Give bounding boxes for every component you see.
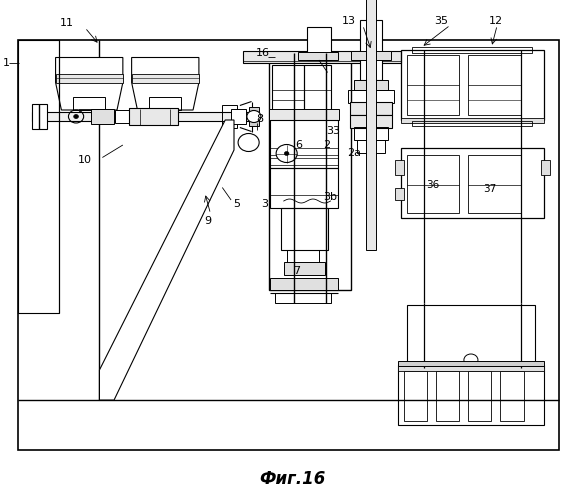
Bar (284, 262, 325, 275)
Circle shape (276, 144, 297, 162)
Bar (298, 52, 338, 60)
Bar (500, 371, 524, 421)
Text: 16: 16 (256, 48, 270, 58)
Bar (304, 65, 331, 110)
Text: 7: 7 (293, 266, 300, 276)
Bar (401, 118, 544, 122)
Polygon shape (56, 58, 123, 110)
Bar (360, 20, 382, 80)
Bar (307, 28, 331, 60)
Bar (270, 158, 338, 165)
Bar (222, 106, 237, 128)
Bar (351, 51, 391, 60)
Text: 3b: 3b (324, 192, 338, 202)
Bar (395, 188, 404, 200)
Text: 2: 2 (323, 140, 330, 150)
Bar (287, 250, 319, 262)
Circle shape (464, 354, 478, 366)
Text: Фиг.16: Фиг.16 (259, 470, 326, 488)
Bar (357, 140, 385, 152)
Bar (115, 110, 129, 122)
Bar (56, 74, 123, 82)
Bar (270, 278, 338, 290)
Bar (270, 148, 338, 155)
Text: 37: 37 (484, 184, 497, 194)
Text: 3: 3 (261, 199, 269, 209)
Bar (436, 371, 459, 421)
Bar (407, 55, 459, 115)
Text: 12: 12 (489, 16, 503, 26)
Polygon shape (99, 120, 234, 400)
Text: 13: 13 (342, 16, 356, 26)
Bar (18, 40, 559, 450)
Bar (395, 160, 404, 175)
Text: 10: 10 (78, 155, 92, 165)
Bar (243, 52, 401, 62)
Bar (366, 0, 376, 250)
Circle shape (247, 110, 261, 122)
Circle shape (238, 134, 259, 152)
Bar (401, 50, 544, 120)
Bar (468, 371, 491, 421)
Bar (354, 128, 388, 140)
Bar (129, 108, 178, 124)
Bar (407, 305, 535, 365)
Bar (412, 48, 532, 52)
Bar (407, 155, 459, 212)
Bar (73, 98, 105, 110)
Bar (401, 148, 544, 218)
Bar (132, 74, 199, 82)
Text: 6: 6 (295, 140, 302, 150)
Bar (79, 109, 99, 114)
Bar (249, 108, 259, 126)
Bar (270, 168, 338, 207)
Text: 5: 5 (233, 199, 240, 209)
Bar (231, 110, 246, 124)
Bar (398, 361, 544, 366)
Circle shape (284, 152, 289, 156)
Bar (270, 120, 338, 168)
Bar (398, 365, 544, 371)
Text: 2a: 2a (347, 148, 361, 158)
Text: 36: 36 (426, 180, 439, 190)
Bar (468, 55, 521, 115)
Text: 9: 9 (204, 216, 211, 226)
Bar (398, 365, 544, 425)
Bar (468, 155, 521, 212)
Bar (348, 90, 394, 102)
Bar (91, 110, 114, 124)
Bar (32, 112, 252, 121)
Bar (18, 40, 58, 312)
Bar (281, 208, 328, 250)
Bar (350, 102, 392, 115)
Bar (269, 60, 351, 290)
Text: 1: 1 (2, 58, 9, 68)
Bar (32, 104, 47, 129)
Text: 33: 33 (326, 126, 340, 136)
Bar (350, 115, 392, 128)
Text: 8: 8 (256, 114, 263, 124)
Bar (275, 292, 331, 302)
Circle shape (74, 114, 78, 118)
Text: 11: 11 (60, 18, 74, 28)
Bar (412, 121, 532, 126)
Bar (354, 80, 388, 90)
Polygon shape (132, 58, 199, 110)
Bar (404, 371, 427, 421)
Bar (155, 109, 176, 114)
Bar (269, 109, 339, 120)
Bar (272, 65, 304, 110)
Bar (541, 160, 550, 175)
Bar (149, 98, 181, 110)
Text: 35: 35 (435, 16, 449, 26)
